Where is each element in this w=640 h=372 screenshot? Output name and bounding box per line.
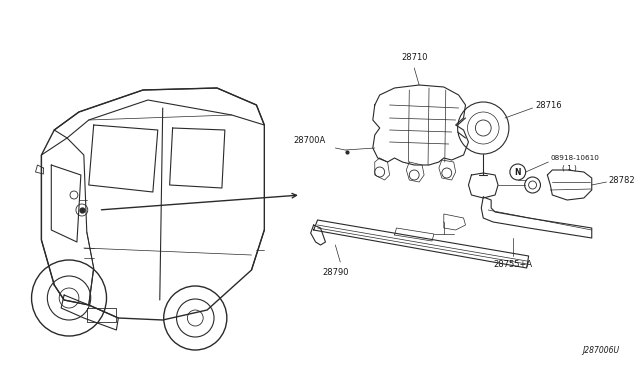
Text: 28755+A: 28755+A [493, 260, 532, 269]
Text: ( 1 ): ( 1 ) [562, 165, 577, 171]
Text: J287006U: J287006U [582, 346, 620, 355]
Text: 28710: 28710 [401, 53, 428, 62]
Text: 28790: 28790 [322, 268, 349, 277]
Text: N: N [515, 167, 521, 176]
Text: 08918-10610: 08918-10610 [550, 155, 599, 161]
Text: 28700A: 28700A [293, 135, 326, 144]
Text: 28716: 28716 [536, 100, 562, 109]
Text: 28782: 28782 [609, 176, 635, 185]
